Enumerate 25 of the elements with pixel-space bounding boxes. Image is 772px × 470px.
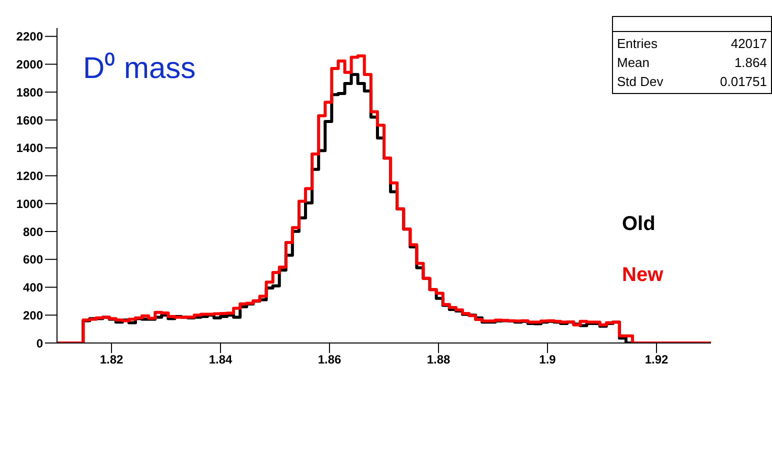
y-tick-label: 1000	[16, 196, 44, 211]
x-tick-label: 1.9	[539, 352, 556, 367]
y-tick-label: 2200	[16, 30, 44, 44]
y-tick-label: 2000	[16, 58, 44, 72]
y-tick-label: 1200	[16, 169, 44, 184]
y-tick-label: 600	[22, 252, 44, 267]
stats-box: Entries 42017 Mean 1.864 Std Dev 0.01751	[612, 16, 772, 94]
y-tick-label: 1400	[16, 141, 44, 156]
y-tick-label: 200	[22, 308, 44, 322]
annotation: Mean	[617, 54, 651, 72]
y-tick-label: 1600	[16, 113, 44, 128]
text: D⁰ mass	[83, 51, 196, 87]
x-tick-label: 1.84	[208, 352, 232, 367]
x-tick-label: 1.88	[426, 352, 450, 367]
annotation: Entries	[617, 35, 658, 53]
text: Old	[622, 213, 656, 236]
annotation: Std Dev	[617, 73, 664, 91]
x-tick-label: 1.86	[318, 352, 342, 367]
y-tick-label: 0	[36, 336, 44, 350]
y-tick-label: 400	[22, 280, 44, 295]
y-tick-label: 800	[22, 224, 44, 239]
x-tick-label: 1.82	[100, 352, 124, 367]
series-label: New	[622, 264, 664, 287]
x-tick-label: 1.92	[644, 352, 668, 367]
y-tick-label: 1800	[16, 85, 44, 100]
